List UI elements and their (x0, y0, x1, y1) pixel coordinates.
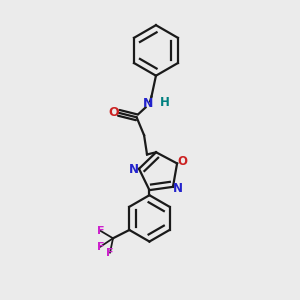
Text: O: O (177, 155, 188, 168)
Text: N: N (129, 164, 139, 176)
Text: H: H (160, 96, 170, 109)
Text: N: N (143, 98, 154, 110)
Text: N: N (173, 182, 183, 194)
Text: F: F (97, 242, 104, 252)
Text: F: F (106, 248, 114, 258)
Text: F: F (97, 226, 104, 236)
Text: O: O (108, 106, 119, 119)
